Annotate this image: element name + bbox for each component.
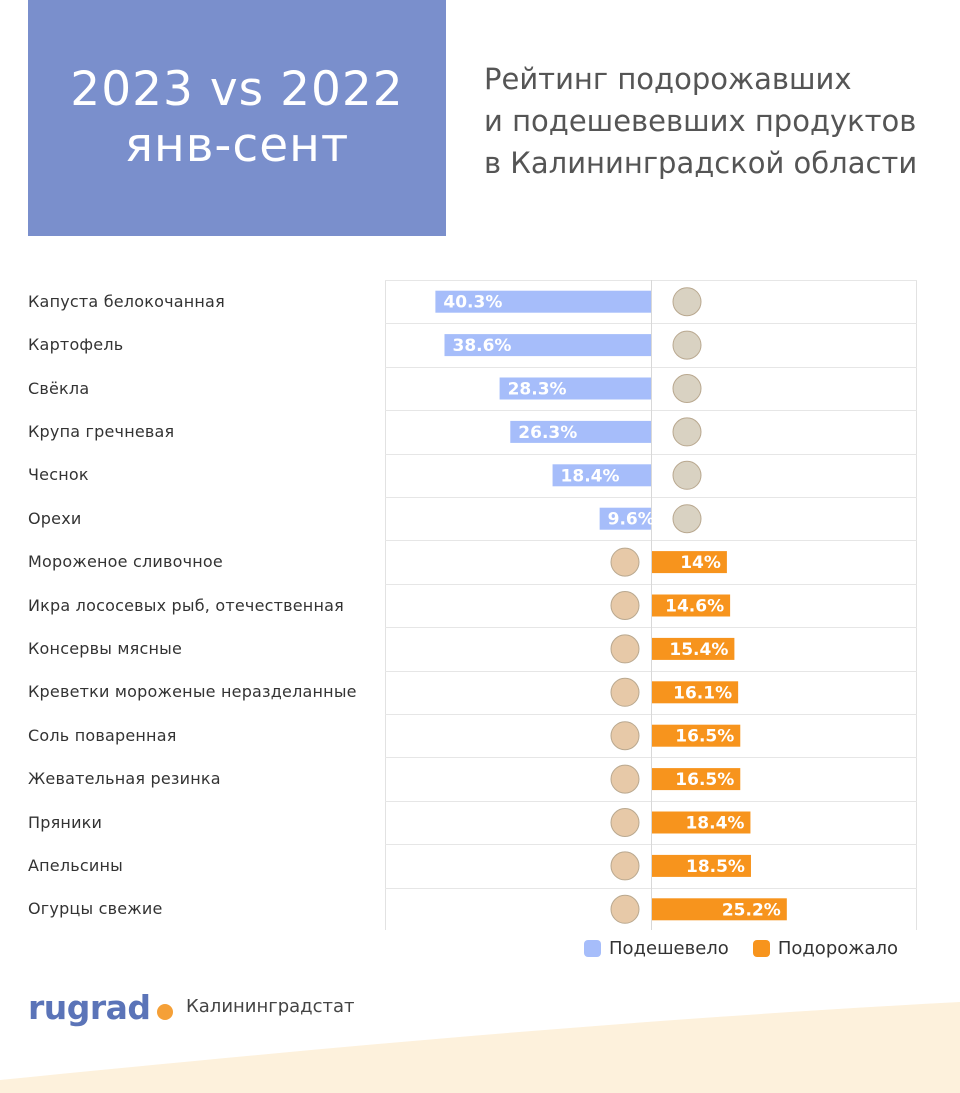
bar-value-label: 16.5% [675, 727, 734, 747]
bar-pricier [652, 811, 751, 834]
period-months: янв-сент [124, 118, 350, 173]
category-label: Пряники [28, 812, 103, 832]
bar-value-label: 18.4% [561, 466, 620, 486]
canned-meat-icon [610, 634, 640, 664]
walnut-icon [672, 504, 702, 534]
category-label: Креветки мороженые неразделанные [28, 682, 357, 702]
bar-pricier [652, 768, 741, 791]
salt-icon [610, 721, 640, 751]
bar-value-label: 16.1% [673, 683, 732, 703]
category-label: Орехи [28, 508, 82, 528]
category-label: Жевательная резинка [28, 769, 221, 789]
bar-value-label: 18.4% [685, 814, 744, 834]
shrimp-icon [610, 677, 640, 707]
bar-value-label: 15.4% [669, 640, 728, 660]
caviar-jar-icon [610, 591, 640, 620]
potato-icon [672, 330, 702, 360]
brand-logo: rugrad [28, 988, 173, 1027]
title-line-3: в Калининградской области [484, 146, 918, 180]
price-change-chart: 40.3% 38.6% 28.3% 26.3% 18.4% 9.6% 14% 14.6% 15.… [385, 280, 917, 930]
legend-label-pricier: Подорожало [777, 938, 899, 959]
legend-swatch-cheaper [584, 940, 601, 957]
bar-pricier [652, 681, 739, 704]
bar-pricier [652, 637, 735, 660]
bar-pricier [652, 898, 787, 921]
legend-item-pricier: Подорожало [752, 938, 899, 959]
category-label: Апельсины [28, 855, 123, 875]
data-source: Калининградстат [186, 996, 355, 1017]
bar-cheaper [499, 377, 651, 400]
legend-swatch-pricier [752, 940, 770, 957]
category-label: Картофель [28, 335, 124, 355]
bar-value-label: 40.3% [443, 293, 502, 313]
legend-item-cheaper: Подешевело [584, 938, 729, 959]
category-label: Мороженое сливочное [28, 552, 223, 572]
title-line-2: и подешевевших продуктов [484, 104, 917, 138]
buckwheat-icon [672, 417, 702, 447]
page-title: Рейтинг подорожавших и подешевевших прод… [484, 58, 954, 184]
bar-value-label: 25.2% [722, 900, 781, 920]
beet-icon [672, 374, 702, 403]
footer-wave [0, 1002, 960, 1093]
period-banner: 2023 vs 2022 янв-сент [28, 0, 446, 236]
bar-cheaper [599, 507, 651, 530]
orange-icon [610, 851, 640, 881]
cabbage-icon [672, 287, 702, 317]
category-label: Чеснок [28, 465, 89, 485]
ice-cream-icon [610, 547, 640, 577]
bar-value-label: 9.6% [608, 510, 655, 530]
brand-dot-icon [156, 1003, 173, 1020]
category-label: Консервы мясные [28, 638, 182, 658]
brand-name: rugrad [28, 988, 151, 1027]
bar-cheaper [510, 420, 651, 443]
chewing-gum-icon [610, 764, 640, 794]
category-label: Крупа гречневая [28, 421, 175, 441]
bar-value-label: 38.6% [452, 336, 511, 356]
category-label: Соль поваренная [28, 725, 177, 745]
period-comparison: 2023 vs 2022 [70, 62, 404, 117]
cucumber-icon [610, 894, 640, 924]
bar-value-label: 28.3% [508, 380, 567, 400]
gingerbread-icon [610, 808, 640, 837]
bar-pricier [652, 551, 727, 574]
legend: Подешевело Подорожало [584, 938, 898, 959]
bar-value-label: 14% [680, 553, 721, 573]
garlic-icon [672, 460, 702, 490]
bar-value-label: 14.6% [665, 597, 724, 617]
bar-pricier [652, 724, 741, 747]
bar-cheaper [552, 464, 651, 487]
bar-value-label: 16.5% [675, 770, 734, 790]
bar-cheaper [435, 290, 651, 313]
bar-pricier [652, 594, 731, 617]
category-label: Капуста белокочанная [28, 291, 225, 311]
bar-value-label: 26.3% [518, 423, 577, 443]
bar-pricier [652, 854, 751, 877]
category-label: Икра лососевых рыб, отечественная [28, 595, 344, 615]
bar-cheaper [444, 334, 651, 357]
title-line-1: Рейтинг подорожавших [484, 62, 852, 96]
legend-label-cheaper: Подешевело [609, 938, 729, 959]
bar-value-label: 18.5% [686, 857, 745, 877]
category-label: Свёкла [28, 378, 90, 398]
category-label: Огурцы свежие [28, 899, 163, 919]
